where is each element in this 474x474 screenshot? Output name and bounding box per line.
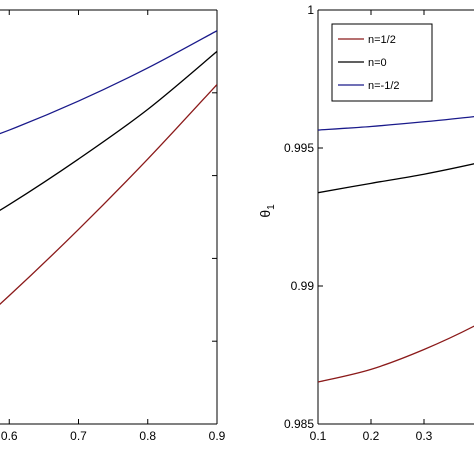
y-tick-label: 0.995: [284, 141, 314, 155]
left-plot-panel: 0.50.60.70.80.9: [0, 9, 226, 443]
y-axis-label-main: θ: [257, 210, 273, 218]
y-tick-label: 0.99: [291, 279, 315, 293]
series-group: [318, 115, 474, 383]
series-line: [318, 325, 474, 383]
y-axis-label-subscript: 1: [266, 204, 277, 210]
x-tick-label: 0.9: [209, 429, 226, 443]
y-tick-label: 1: [307, 3, 314, 17]
x-tick-label: 0.8: [139, 429, 156, 443]
legend-label: n=1/2: [368, 34, 396, 46]
legend-label: n=0: [368, 57, 387, 69]
y-axis-label: θ1: [257, 204, 277, 218]
series-line: [318, 163, 474, 194]
legend-label: n=-1/2: [368, 80, 400, 92]
series-line: [318, 115, 474, 131]
x-tick-label: 0.1: [310, 429, 327, 443]
x-tick-label: 0.2: [363, 429, 380, 443]
legend: n=1/2 n=0 n=-1/2: [331, 23, 433, 102]
y-tick-label: 0.985: [284, 417, 314, 431]
x-tick-label: 0.3: [416, 429, 433, 443]
x-tick-label: 0.6: [1, 429, 18, 443]
series-group: [0, 30, 217, 306]
series-line: [0, 30, 217, 135]
series-line: [0, 84, 217, 306]
x-tick-label: 0.7: [70, 429, 87, 443]
series-line: [0, 50, 217, 212]
